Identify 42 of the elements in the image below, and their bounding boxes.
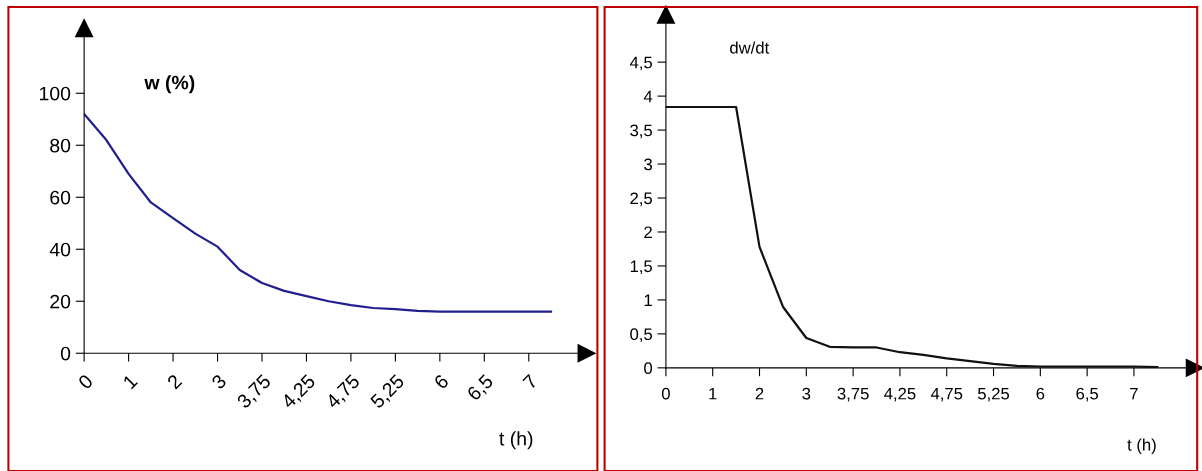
y-tick-label: 0 <box>644 362 653 375</box>
x-tick-label: 6,5 <box>466 373 496 403</box>
y-axis-title: w (%) <box>144 75 195 94</box>
y-tick-label: 4 <box>643 90 653 103</box>
y-tick-label: 3 <box>644 158 652 171</box>
x-tick-label: 0 <box>661 387 670 400</box>
x-tick-label: 2 <box>166 373 183 390</box>
x-axis-title: t (h) <box>499 431 533 450</box>
line-series <box>84 112 553 313</box>
y-tick-label: 2 <box>644 226 652 239</box>
x-tick-label: 6,5 <box>1076 387 1099 402</box>
x-tick-label: 7 <box>1130 387 1138 400</box>
x-tick-label: 3 <box>210 373 228 390</box>
x-tick-label: 3 <box>802 387 811 400</box>
x-tick-label: 0 <box>77 373 94 390</box>
x-tick-label: 6 <box>433 373 450 390</box>
x-tick-label: 6 <box>1036 387 1045 400</box>
x-tick-label: 4,75 <box>930 387 963 402</box>
y-axis-title: dw/dt <box>730 41 770 54</box>
y-tick-label: 2,5 <box>630 192 653 207</box>
y-tick-label: 1 <box>644 294 652 306</box>
x-tick-label: 1 <box>709 387 717 400</box>
y-tick-label: 0,5 <box>630 328 653 343</box>
y-tick-label: 4,5 <box>629 56 653 71</box>
x-tick-label: 3,75 <box>837 387 869 402</box>
y-tick-label: 0 <box>60 346 71 361</box>
y-tick-label: 3,5 <box>630 124 653 139</box>
y-tick-label: 100 <box>39 86 71 101</box>
y-tick-label: 80 <box>50 138 71 153</box>
y-tick-label: 40 <box>49 242 71 257</box>
x-tick-label: 5,25 <box>977 387 1010 402</box>
x-axis-title: t (h) <box>1127 438 1156 455</box>
x-tick-label: 4,25 <box>884 387 916 402</box>
y-tick-label: 20 <box>50 294 71 309</box>
y-tick-label: 60 <box>50 190 71 205</box>
x-tick-label: 7 <box>522 373 539 390</box>
y-tick-label: 1,5 <box>630 260 653 275</box>
x-tick-label: 4,75 <box>324 373 363 411</box>
x-tick-label: 1 <box>122 373 138 390</box>
line-series <box>665 105 1159 368</box>
x-tick-label: 2 <box>755 387 764 400</box>
x-tick-label: 4,25 <box>280 373 318 411</box>
